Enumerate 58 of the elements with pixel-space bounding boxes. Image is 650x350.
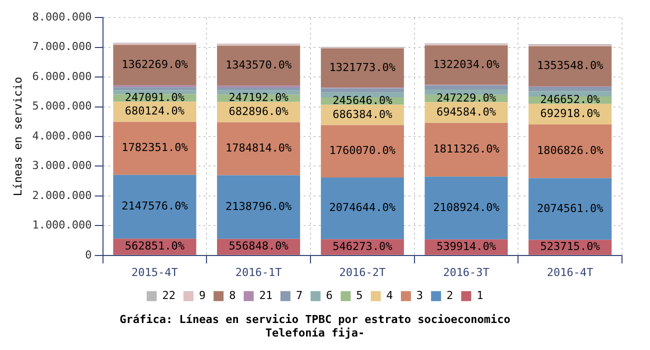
y-tick-label: 4.000.000 <box>32 129 92 142</box>
x-tick-label: 2016-2T <box>339 266 386 279</box>
data-label: 680124.0% <box>124 104 185 118</box>
data-label: 2138796.0% <box>225 200 292 213</box>
x-tick-label: 2016-4T <box>546 266 594 279</box>
data-label: 1811326.0% <box>433 142 500 156</box>
data-label: 1806826.0% <box>536 144 604 158</box>
data-label: 247229.0% <box>436 91 496 104</box>
data-label: 682896.0% <box>228 104 289 118</box>
data-label: 246652.0% <box>540 93 600 106</box>
y-tick-label: 2.000.000 <box>32 188 92 202</box>
legend-label: 21 <box>259 288 272 302</box>
y-tick-label: 6.000.000 <box>32 70 92 83</box>
data-label: 1353548.0% <box>536 59 604 72</box>
y-tick-label: 0 <box>85 248 92 262</box>
legend-label: 5 <box>356 288 363 302</box>
data-label: 523715.0% <box>540 240 600 254</box>
data-label: 1322034.0% <box>433 58 500 71</box>
x-tick-label: 2016-3T <box>443 266 490 279</box>
data-label: 2074644.0% <box>329 201 396 214</box>
data-label: 692918.0% <box>540 107 600 120</box>
data-label: 247192.0% <box>228 91 289 104</box>
y-tick-label: 7.000.000 <box>32 40 92 54</box>
data-label: 539914.0% <box>436 240 496 253</box>
text: Telefonía fija- <box>265 326 365 340</box>
text: Gráfica: Líneas en servicio TPBC por estrato socioeconomico <box>120 313 510 326</box>
data-label: 1321773.0% <box>329 60 396 74</box>
data-label: 562851.0% <box>124 240 185 253</box>
legend-label: 2 <box>446 288 454 302</box>
data-label: 1782351.0% <box>122 141 188 154</box>
data-label: 686384.0% <box>332 108 393 121</box>
legend-label: 9 <box>198 288 206 302</box>
data-label: 1362269.0% <box>122 58 188 71</box>
legend-label: 22 <box>162 288 176 302</box>
data-label: 2147576.0% <box>122 200 188 213</box>
data-label: 694584.0% <box>436 105 496 118</box>
x-tick-label: 2015-4T <box>132 266 178 279</box>
data-label: 546273.0% <box>332 240 393 253</box>
data-label: 1760070.0% <box>329 144 396 158</box>
data-label: 2074561.0% <box>536 202 604 215</box>
y-axis-title: Líneas en servicio <box>11 76 24 196</box>
legend-label: 4 <box>386 288 394 302</box>
data-label: 1343570.0% <box>225 58 292 72</box>
legend-label: 3 <box>416 288 424 302</box>
x-tick-label: 2016-1T <box>235 266 282 279</box>
legend-label: 1 <box>476 288 484 302</box>
y-tick-label: 1.000.000 <box>32 218 92 232</box>
data-label: 1784814.0% <box>225 142 292 155</box>
legend-label: 8 <box>229 288 236 302</box>
data-label: 245646.0% <box>332 94 393 107</box>
data-label: 247091.0% <box>124 90 185 104</box>
legend-label: 6 <box>326 288 333 302</box>
legend-label: 7 <box>296 288 303 302</box>
y-tick-label: 5.000.000 <box>32 100 92 113</box>
y-tick-label: 3.000.000 <box>32 159 92 172</box>
y-tick-label: 8.000.000 <box>32 10 92 24</box>
data-label: 556848.0% <box>228 240 289 253</box>
data-label: 2108924.0% <box>433 200 500 214</box>
